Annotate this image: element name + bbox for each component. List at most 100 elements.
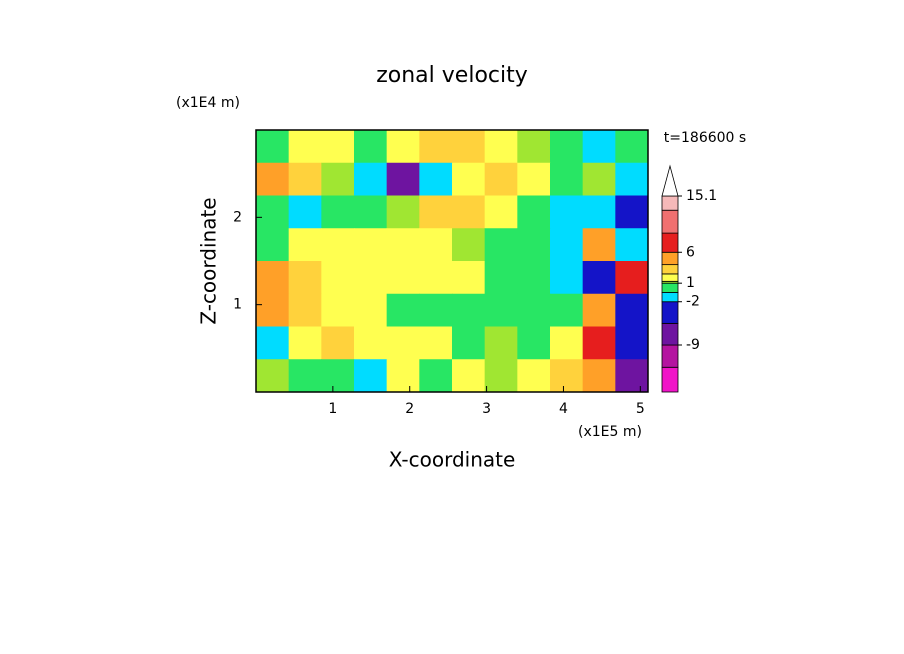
- field-cell: [256, 293, 290, 327]
- field-cell: [288, 162, 322, 196]
- field-cell: [321, 130, 355, 164]
- field-cell: [321, 359, 355, 393]
- field-cell: [321, 261, 355, 295]
- field-cell: [550, 293, 584, 327]
- colorbar-tick-label: 1: [686, 275, 695, 291]
- field-cell: [386, 326, 420, 360]
- colorbar-band: [661, 292, 679, 303]
- field-cell: [517, 195, 551, 229]
- field-cell: [256, 162, 290, 196]
- field-cell: [386, 261, 420, 295]
- x-tick-label: 3: [482, 401, 491, 417]
- field-cell: [550, 130, 584, 164]
- field-cell: [419, 228, 453, 262]
- colorbar-tick-label: 6: [686, 244, 695, 260]
- field-cell: [615, 195, 649, 229]
- chart-title: zonal velocity: [376, 63, 528, 88]
- field-cell: [386, 359, 420, 393]
- field-cell: [288, 326, 322, 360]
- field-cell: [386, 293, 420, 327]
- field-cell: [452, 195, 486, 229]
- field-cell: [582, 261, 616, 295]
- field-cell: [354, 293, 388, 327]
- field-cell: [419, 326, 453, 360]
- field-cell: [550, 359, 584, 393]
- field-cell: [354, 228, 388, 262]
- field-cell: [615, 228, 649, 262]
- field-cell: [354, 162, 388, 196]
- colorbar-band: [661, 344, 679, 368]
- field-cell: [484, 326, 518, 360]
- x-unit-label: (x1E5 m): [578, 424, 642, 440]
- field-cell: [452, 293, 486, 327]
- field-cell: [615, 293, 649, 327]
- field-cell: [550, 326, 584, 360]
- colorbar-tick-label: -9: [686, 337, 700, 353]
- field-cell: [484, 359, 518, 393]
- field-cell: [256, 359, 290, 393]
- field-cell: [288, 130, 322, 164]
- field-cell: [517, 293, 551, 327]
- field-cell: [354, 130, 388, 164]
- field-cell: [582, 195, 616, 229]
- colorbar-band: [661, 251, 679, 266]
- y-tick-label: 1: [233, 297, 242, 313]
- field-cell: [550, 195, 584, 229]
- field-cell: [452, 228, 486, 262]
- field-cell: [550, 162, 584, 196]
- field-cell: [484, 195, 518, 229]
- field-cell: [484, 162, 518, 196]
- colorbar-tick-label: 15.1: [686, 188, 717, 204]
- field-cell: [419, 130, 453, 164]
- field-cell: [386, 228, 420, 262]
- field-cell: [582, 162, 616, 196]
- colorbar-band: [661, 322, 679, 346]
- colorbar-band: [661, 366, 679, 393]
- field-cell: [386, 130, 420, 164]
- field-cell: [321, 293, 355, 327]
- field-cell: [419, 293, 453, 327]
- field-cell: [517, 228, 551, 262]
- y-unit-label: (x1E4 m): [176, 95, 240, 111]
- field-cell: [288, 293, 322, 327]
- x-tick-label: 2: [405, 401, 414, 417]
- x-axis-label: X-coordinate: [389, 448, 516, 472]
- y-axis-label: Z-coordinate: [197, 197, 221, 324]
- field-cell: [321, 326, 355, 360]
- time-label: t=186600 s: [664, 130, 746, 146]
- colorbar-band: [661, 232, 679, 253]
- field-cell: [452, 326, 486, 360]
- field-cell: [321, 162, 355, 196]
- field-cell: [484, 293, 518, 327]
- field-cell: [615, 261, 649, 295]
- colorbar-extend: [661, 164, 679, 197]
- colorbar-band: [661, 264, 679, 275]
- field-cell: [419, 359, 453, 393]
- colorbar-band: [661, 282, 679, 293]
- field-cell: [550, 261, 584, 295]
- field-cell: [582, 228, 616, 262]
- field-cell: [582, 359, 616, 393]
- field-cell: [321, 195, 355, 229]
- field-cell: [354, 326, 388, 360]
- field-cell: [419, 261, 453, 295]
- field-cell: [452, 130, 486, 164]
- field-cell: [386, 195, 420, 229]
- field-cell: [517, 359, 551, 393]
- field-cell: [452, 162, 486, 196]
- field-cell: [256, 228, 290, 262]
- field-cell: [517, 261, 551, 295]
- field-cell: [256, 195, 290, 229]
- field-cell: [452, 359, 486, 393]
- field-cell: [517, 130, 551, 164]
- colorbar-band: [661, 195, 679, 211]
- colorbar-band: [661, 273, 679, 282]
- colorbar-band: [661, 301, 679, 324]
- field-cell: [288, 261, 322, 295]
- field-cell: [484, 228, 518, 262]
- colorbar-band: [661, 209, 679, 234]
- field-cell: [256, 130, 290, 164]
- field-cell: [452, 261, 486, 295]
- colorbar-tick-label: -2: [686, 294, 700, 310]
